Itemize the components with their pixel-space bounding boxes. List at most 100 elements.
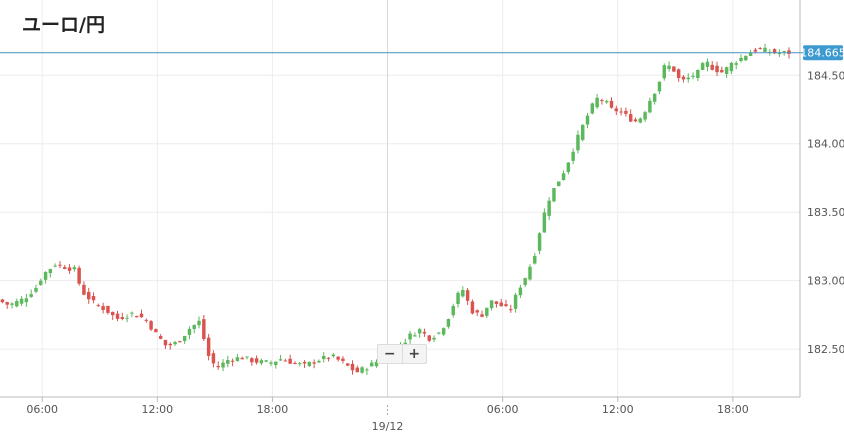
candle-body [763,47,767,52]
candle-body [609,100,614,108]
x-tick-label: 06:00 [487,403,519,416]
candle-body [494,301,499,304]
candle-body [413,335,417,337]
candle-body [158,336,163,339]
x-tick-label: 18:00 [717,403,749,416]
candle-body [648,100,652,113]
y-tick-label: 184.500 [807,69,844,82]
y-tick-label: 182.500 [807,343,844,356]
candle-body [226,360,230,364]
x-axis: 06:00 12:00 18:00 06:00 12:00 18:00 [26,397,749,416]
candle-body [350,363,355,371]
candle-body [82,284,86,295]
candle-body [317,360,321,363]
candle-body [533,255,537,264]
candle-body [638,118,643,123]
candle-body [53,265,57,267]
candle-body [322,355,326,360]
candle-body [417,329,422,334]
candle-body [499,302,503,307]
candle-body [58,264,62,266]
candle-body [552,188,556,202]
candle-body [274,361,278,366]
candle-body [197,320,201,326]
candle-body [758,48,762,50]
zoom-controls: − + [377,344,427,364]
candle-body [633,119,638,122]
candle-body [557,181,561,187]
candle-body [744,55,748,61]
candle-body [250,358,254,363]
candle-body [120,317,125,319]
candle-body [149,321,153,330]
candle-body [278,359,283,361]
candle-body [667,65,671,70]
candle-body [216,365,220,368]
candle-body [269,362,273,364]
candle-body [91,296,96,301]
candle-body [523,278,527,286]
candle-body [106,305,110,313]
candle-body [0,299,5,303]
candle-body [29,294,33,297]
candle-body [686,77,690,80]
zoom-out-button[interactable]: − [383,346,396,362]
candle-body [581,124,585,140]
candle-body [408,333,412,340]
candle-body [48,269,53,274]
y-tick-label: 184.000 [807,138,844,151]
candle-body [700,63,705,70]
candle-body [168,343,172,346]
candle-body [77,267,81,284]
candle-body [67,267,72,271]
candle-body [509,309,513,311]
candle-body [245,356,249,358]
candle-body [202,319,206,340]
x-tick-label: 12:00 [602,403,634,416]
candle-body [15,300,19,307]
candle-body [782,51,786,53]
candle-body [528,266,532,280]
candle-body [345,363,350,366]
candle-body [576,134,580,151]
candle-body [696,69,700,79]
candle-body [288,358,292,364]
candle-body [672,66,676,72]
candle-body [134,316,139,318]
candle-body [374,361,379,367]
candle-body [537,233,542,251]
candle-body [336,356,340,360]
zoom-in-button[interactable]: + [401,345,427,363]
candle-body [614,108,619,112]
candle-body [115,313,120,319]
candle-body [144,319,149,321]
candle-body [739,57,743,61]
candle-body [489,300,494,309]
candle-body [206,337,211,356]
y-axis: 184.500 184.000 183.500 183.000 182.500 [807,69,844,356]
candle-body [110,311,115,316]
candle-body [307,361,312,366]
candle-body [681,76,686,80]
candle-body [561,173,566,181]
candle-body [302,361,307,364]
candle-body [787,50,791,54]
candle-body [341,358,345,361]
candle-body [437,332,441,334]
candles [0,43,791,375]
y-tick-label: 183.500 [807,206,844,219]
candle-body [504,304,508,307]
candle-body [96,305,101,307]
candle-body [240,357,244,360]
candle-body [676,69,681,78]
candle-body [298,363,302,365]
candle-body [101,306,105,310]
candle-body [772,49,777,54]
candle-body [475,310,479,313]
candle-body [705,61,710,67]
candle-body [624,110,628,114]
candle-body [652,93,657,102]
candle-body [331,354,336,357]
candle-body [470,301,475,314]
